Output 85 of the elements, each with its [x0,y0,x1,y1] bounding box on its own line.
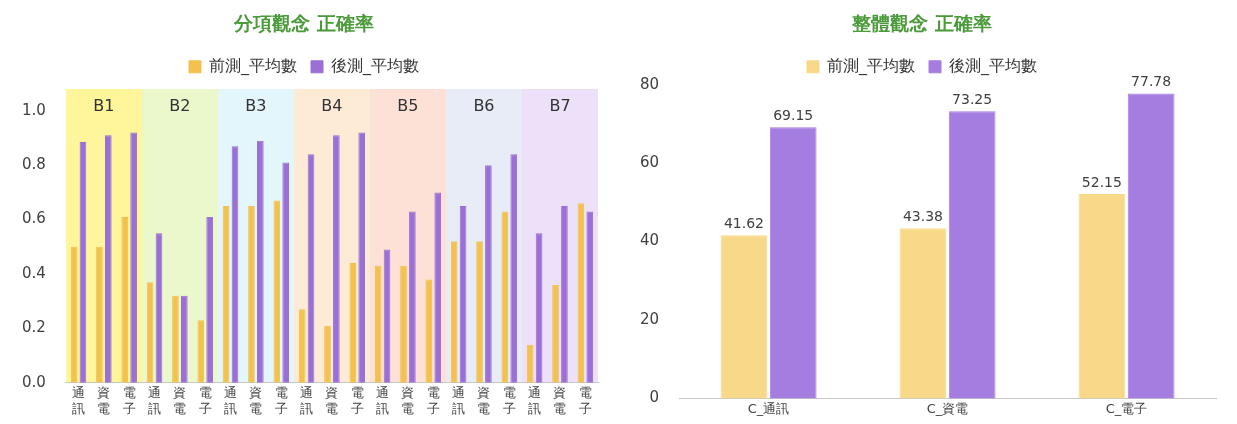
x-tick-label: 資電 [173,384,187,416]
chart-title: 分項觀念 正確率 [233,12,374,35]
bar [476,241,483,383]
legend-label: 前測_平均數 [827,55,915,76]
x-tick-label: 電子 [426,384,440,416]
x-tick-label: 電子 [502,384,516,416]
annotation: B4 [321,95,343,115]
x-tick-label: 電子 [198,384,212,416]
x-tick-label: 通訊 [224,384,238,416]
x-tick-label: 電子 [578,384,592,416]
bar [720,235,768,399]
x-tick-label: 資電 [477,384,491,416]
annotation: B5 [397,95,419,115]
x-tick-label: C_資電 [926,400,969,416]
x-tick-label: 通訊 [452,384,466,416]
x-tick-label: C_通訊 [747,400,790,416]
bar [948,111,996,399]
bar [899,228,947,399]
bar [1078,193,1126,399]
bar [121,216,129,383]
y-tick-label: 0.6 [22,209,46,228]
bar [197,320,205,383]
bar [1127,93,1175,399]
chart-title: 整體觀念 正確率 [851,12,992,35]
data-label: 73.25 [952,90,993,107]
y-tick-label: 0.2 [22,318,46,337]
x-tick-label: C_電子 [1105,400,1148,416]
bar [400,265,407,383]
legend-label: 後測_平均數 [331,55,419,76]
x-tick-label: 資電 [553,384,567,416]
x-tick-label: 電子 [122,384,136,416]
y-tick-label: 20 [639,309,660,328]
y-tick-label: 60 [639,153,660,172]
x-tick-label: 資電 [325,384,339,416]
annotation: B2 [169,95,191,115]
x-tick-label: 通訊 [148,384,162,416]
bar [282,162,290,383]
bar [561,206,568,383]
x-tick-label: 通訊 [376,384,390,416]
bar [358,132,366,383]
legend-label: 前測_平均數 [209,55,297,76]
y-tick-label: 40 [639,231,660,250]
bar [526,344,534,383]
y-tick-label: 0.0 [22,372,46,391]
data-label: 77.78 [1131,73,1172,90]
bar [552,284,559,383]
x-tick-label: 資電 [401,384,415,416]
data-label: 69.15 [773,106,814,123]
legend-label: 後測_平均數 [949,55,1037,76]
x-tick-label: 電子 [274,384,288,416]
x-tick-label: 通訊 [300,384,314,416]
data-label: 43.38 [902,207,943,224]
bar [104,135,112,383]
y-tick-label: 0 [649,388,660,407]
bar [273,200,281,383]
bar [324,325,331,383]
x-tick-label: 通訊 [528,384,542,416]
bar [510,154,518,383]
bar [130,132,137,383]
bar [485,165,492,383]
bar [586,211,594,383]
x-tick-label: 資電 [97,384,111,416]
data-label: 52.15 [1081,173,1122,190]
bar [257,140,264,383]
bar [96,246,103,383]
bar [450,241,458,383]
x-tick-label: 資電 [249,384,263,416]
bar [181,295,188,383]
annotation: B7 [549,95,571,115]
data-label: 41.62 [723,214,765,231]
y-tick-label: 80 [639,74,660,93]
bar [333,135,340,383]
annotation: B3 [245,95,267,115]
annotation: B1 [93,95,115,115]
y-tick-label: 0.4 [22,263,46,282]
x-tick-label: 通訊 [72,384,86,416]
x-tick-label: 電子 [350,384,364,416]
bar [409,211,416,383]
bar [172,295,179,383]
y-tick-label: 0.8 [22,155,46,174]
annotation: B6 [473,95,495,115]
y-tick-label: 1.0 [22,100,46,119]
bar [434,192,442,383]
bar [206,216,213,383]
bar [248,206,255,383]
